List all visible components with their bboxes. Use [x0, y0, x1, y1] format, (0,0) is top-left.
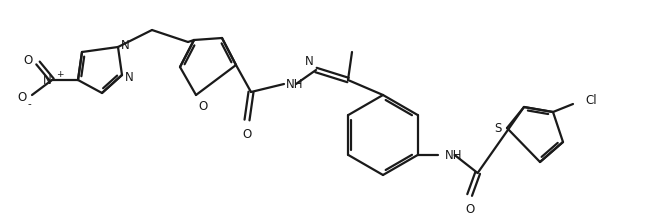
Text: N: N [306, 55, 314, 68]
Text: O: O [198, 100, 207, 113]
Text: S: S [495, 121, 502, 134]
Text: Cl: Cl [585, 93, 597, 106]
Text: O: O [18, 90, 27, 103]
Text: O: O [242, 128, 252, 141]
Text: O: O [24, 54, 33, 67]
Text: -: - [27, 99, 31, 109]
Text: N: N [44, 73, 52, 86]
Text: NH: NH [445, 149, 462, 162]
Text: +: + [56, 69, 64, 78]
Text: N: N [121, 39, 130, 52]
Text: O: O [465, 203, 474, 216]
Text: N: N [125, 71, 134, 84]
Text: NH: NH [286, 78, 304, 90]
